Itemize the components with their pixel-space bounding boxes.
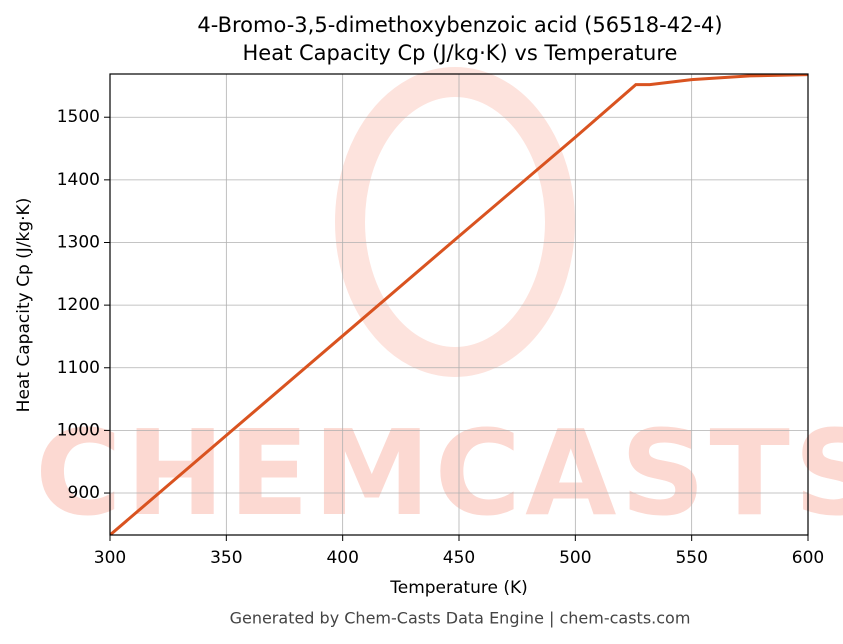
x-tick-label: 450 <box>443 548 475 568</box>
y-tick-label: 1200 <box>57 295 100 315</box>
x-tick-label: 300 <box>94 548 126 568</box>
plot-frame <box>109 73 809 536</box>
x-tick-label: 550 <box>675 548 707 568</box>
footer: Generated by Chem-Casts Data Engine | ch… <box>230 609 691 628</box>
chart-title: 4-Bromo-3,5-dimethoxybenzoic acid (56518… <box>197 13 722 37</box>
chart-subtitle: Heat Capacity Cp (J/kg·K) vs Temperature <box>243 41 678 65</box>
x-tick-label: 600 <box>792 548 824 568</box>
watermark-ring <box>335 67 575 377</box>
y-axis-label: Heat Capacity Cp (J/kg·K) <box>14 198 34 413</box>
data-line <box>110 74 808 535</box>
x-tick-label: 350 <box>210 548 242 568</box>
y-tick-label: 1100 <box>57 358 100 378</box>
x-axis-label: Temperature (K) <box>389 578 528 598</box>
y-tick-label: 1400 <box>57 170 100 190</box>
y-tick-label: 900 <box>68 483 100 503</box>
y-tick-label: 1000 <box>57 420 100 440</box>
x-tick-label: 500 <box>559 548 591 568</box>
y-tick-label: 1500 <box>57 107 100 127</box>
watermark-text: CHEMCASTS <box>35 404 843 542</box>
x-tick-label: 400 <box>326 548 358 568</box>
y-tick-label: 1300 <box>57 232 100 252</box>
watermark-logo: CHEMCASTS <box>35 67 843 542</box>
